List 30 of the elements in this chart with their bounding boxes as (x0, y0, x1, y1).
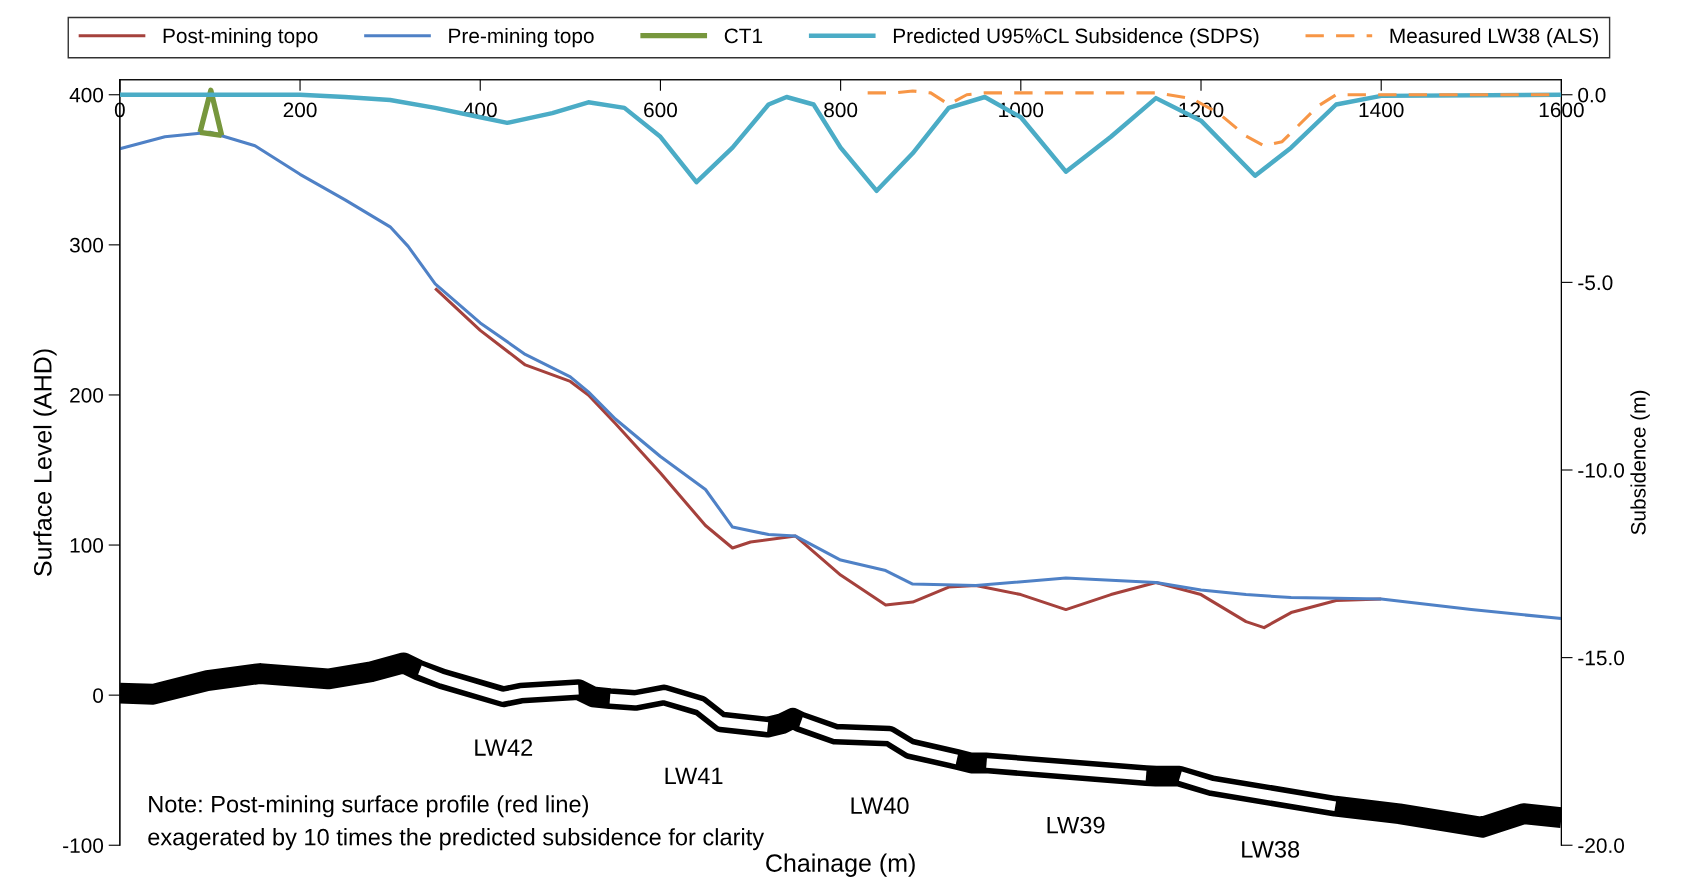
annotation: LW38 (1242, 840, 1300, 858)
y2-tick-label: -20.0 (1578, 838, 1625, 853)
x-tick-label: 1400 (1359, 102, 1404, 118)
y2-tick-label: 0.0 (1578, 87, 1606, 103)
y-tick-label: 300 (69, 237, 104, 253)
annotation: LW41 (665, 767, 723, 784)
y2-tick-label: -15.0 (1578, 650, 1625, 666)
x-tick-label: 800 (824, 102, 858, 118)
annotation: LW39 (1047, 816, 1105, 834)
legend-label: Post-mining topo (163, 27, 318, 48)
annotation: exagerated by 10 times the predicted subsidence for clarity (148, 828, 765, 851)
legend-label: CT1 (724, 28, 763, 44)
y-axis-title: Surface Level (AHD) (33, 349, 57, 576)
y2-tick-label: -5.0 (1578, 275, 1613, 291)
y-tick-label: -100 (63, 838, 104, 853)
x-tick-label: 200 (283, 102, 317, 118)
legend-label: Pre-mining topo (449, 27, 594, 48)
y-tick-label: 100 (70, 538, 104, 553)
y2-tick-label: -10.0 (1578, 463, 1625, 478)
y-tick-label: 400 (69, 87, 104, 103)
x-axis-title: Chainage (m) (766, 853, 915, 877)
x-tick-label: 600 (644, 102, 677, 118)
y2-axis-title: Subsidence (m) (1630, 390, 1650, 535)
legend-label: Measured LW38 (ALS) (1390, 27, 1598, 48)
annotation: LW42 (475, 739, 533, 756)
annotation: Note: Post-mining surface profile (red line) (149, 795, 589, 818)
legend-label: Predicted U95%CL Subsidence (SDPS) (893, 27, 1259, 48)
y-tick-label: 0 (93, 688, 104, 703)
y-tick-label: 200 (70, 387, 104, 403)
annotation: LW40 (851, 797, 909, 815)
